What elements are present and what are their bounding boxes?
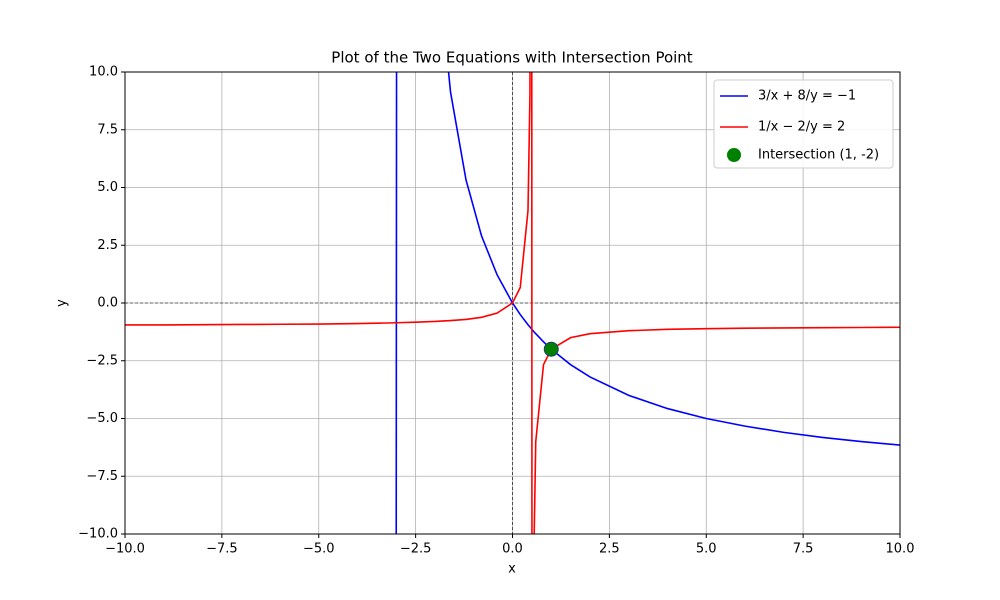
intersection-point — [543, 341, 559, 357]
x-tick-label: −7.5 — [206, 542, 238, 557]
x-tick-label: −2.5 — [400, 542, 432, 557]
legend-swatch — [727, 148, 741, 162]
y-tick-label: −7.5 — [86, 469, 118, 484]
line — [125, 72, 900, 534]
chart-title: Plot of the Two Equations with Intersect… — [331, 49, 693, 67]
x-tick-label: 0.0 — [502, 542, 523, 557]
legend — [713, 79, 894, 169]
x-tick-label: −5.0 — [303, 542, 335, 557]
y-tick-label: −5.0 — [86, 411, 118, 426]
x-tick-label: 2.5 — [599, 542, 620, 557]
x-tick-label: 10.0 — [886, 542, 915, 557]
y-tick-label: 5.0 — [97, 180, 118, 195]
y-tick-label: 7.5 — [97, 122, 118, 137]
plot-area — [125, 72, 900, 534]
line — [395, 72, 900, 534]
y-axis-label: y — [55, 299, 70, 307]
legend-label: 1/x − 2/y = 2 — [758, 120, 845, 135]
legend-label: Intersection (1, -2) — [758, 148, 879, 163]
x-tick-label: 5.0 — [696, 542, 717, 557]
x-tick-label: 7.5 — [793, 542, 814, 557]
y-tick-label: −10.0 — [78, 527, 118, 542]
y-tick-label: 0.0 — [97, 296, 118, 311]
plot-frame — [124, 71, 901, 535]
x-tick-label: −10.0 — [105, 542, 145, 557]
y-tick-label: 2.5 — [97, 238, 118, 253]
legend-label: 3/x + 8/y = −1 — [758, 89, 856, 104]
x-axis-label: x — [508, 562, 516, 577]
y-tick-label: 10.0 — [89, 65, 118, 80]
y-tick-label: −2.5 — [86, 353, 118, 368]
